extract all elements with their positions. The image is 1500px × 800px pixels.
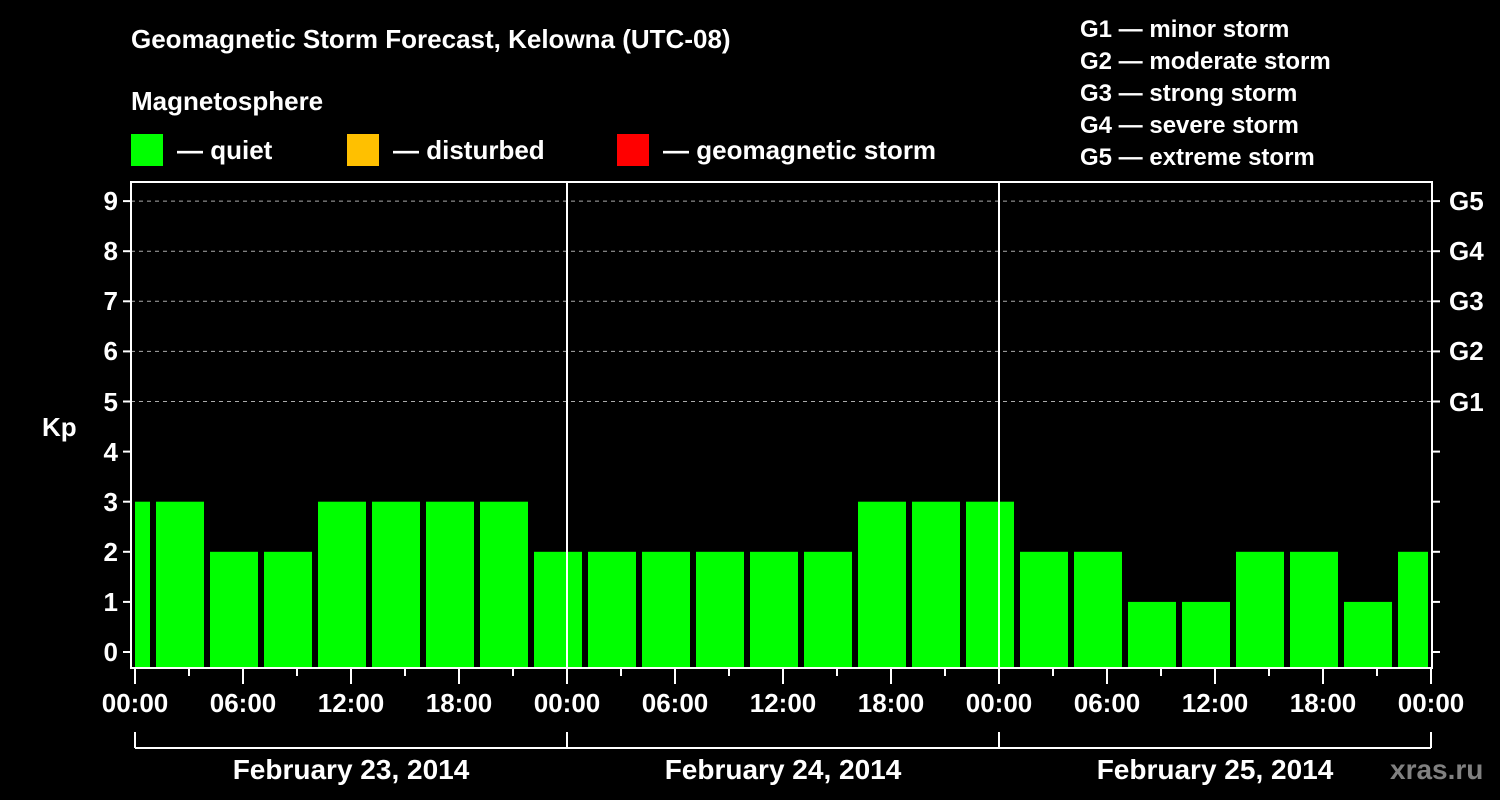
kp-bar [804, 551, 852, 668]
legend-label-disturbed: — disturbed [393, 134, 545, 165]
legend-label-quiet: — quiet [177, 134, 273, 165]
g-scale-tick-label: G5 [1449, 186, 1484, 217]
y-tick-label: 3 [103, 486, 118, 517]
x-tick-label: 12:00 [317, 688, 385, 718]
legend-item-storm: — geomagnetic storm [617, 134, 936, 166]
watermark: xras.ru [1390, 754, 1484, 785]
kp-bar [318, 501, 366, 668]
legend-item-quiet: — quiet [131, 134, 272, 166]
kp-bar [912, 501, 960, 668]
kp-bar [156, 501, 204, 668]
x-tick-label: 18:00 [1289, 688, 1357, 718]
kp-bar [210, 551, 258, 668]
date-label: February 23, 2014 [232, 754, 470, 785]
legend-swatch-storm [617, 134, 649, 166]
kp-bar [642, 551, 690, 668]
kp-bar [588, 551, 636, 668]
y-tick-label: 1 [103, 586, 118, 617]
legend-swatch-disturbed [347, 134, 379, 166]
y-tick-label: 5 [103, 386, 118, 417]
date-label: February 24, 2014 [664, 754, 902, 785]
kp-bar [264, 551, 312, 668]
kp-bar [534, 551, 582, 668]
kp-bar [1344, 601, 1392, 668]
legend-swatch-quiet [131, 134, 163, 166]
kp-bar [372, 501, 420, 668]
x-tick-label: 06:00 [641, 688, 709, 718]
y-tick-label: 2 [103, 536, 118, 567]
y-tick-label: 7 [103, 286, 118, 317]
legend-item-disturbed: — disturbed [347, 134, 545, 166]
g-scale-tick-label: G3 [1449, 286, 1484, 317]
x-tick-label: 00:00 [533, 688, 601, 718]
kp-bar [135, 501, 150, 668]
g-scale-item: G5 — extreme storm [1080, 144, 1315, 171]
x-tick-label: 18:00 [425, 688, 493, 718]
chart-subtitle: Magnetosphere [131, 86, 324, 116]
y-tick-label: 6 [103, 336, 118, 367]
x-tick-label: 18:00 [857, 688, 925, 718]
kp-bar [1290, 551, 1338, 668]
x-tick-label: 06:00 [1073, 688, 1141, 718]
g-scale-item: G4 — severe storm [1080, 112, 1299, 139]
kp-bar [1020, 551, 1068, 668]
plot-frame [130, 181, 1433, 669]
x-tick-label: 00:00 [965, 688, 1033, 718]
kp-bar [426, 501, 474, 668]
legend-label-storm: — geomagnetic storm [663, 134, 937, 165]
g-scale-item: G1 — minor storm [1080, 16, 1290, 43]
date-label: February 25, 2014 [1096, 754, 1334, 785]
chart-title: Geomagnetic Storm Forecast, Kelowna (UTC… [131, 24, 731, 54]
kp-bar [1128, 601, 1176, 668]
x-tick-label: 12:00 [749, 688, 817, 718]
g-scale-item: G2 — moderate storm [1080, 48, 1331, 75]
g-scale-item: G3 — strong storm [1080, 80, 1298, 107]
g-scale-legend: G1 — minor storm G2 — moderate storm G3 … [1080, 14, 1331, 174]
y-tick-label: 9 [103, 186, 118, 217]
kp-bar [1182, 601, 1230, 668]
kp-bar [966, 501, 1014, 668]
y-tick-label: 4 [103, 436, 118, 467]
y-tick-label: 8 [103, 236, 118, 267]
x-tick-label: 00:00 [101, 688, 169, 718]
kp-bar [696, 551, 744, 668]
x-tick-label: 06:00 [209, 688, 277, 718]
kp-bar [1398, 551, 1428, 668]
y-axis-label: Kp [42, 412, 77, 442]
kp-bar [1074, 551, 1122, 668]
x-tick-label: 12:00 [1181, 688, 1249, 718]
x-tick-label: 00:00 [1397, 688, 1465, 718]
kp-bar [750, 551, 798, 668]
g-scale-tick-label: G1 [1449, 386, 1484, 417]
y-tick-label: 0 [103, 637, 118, 667]
kp-bar [1236, 551, 1284, 668]
g-scale-tick-label: G4 [1449, 236, 1484, 267]
kp-bar [858, 501, 906, 668]
g-scale-tick-label: G2 [1449, 336, 1484, 367]
kp-bar [480, 501, 528, 668]
